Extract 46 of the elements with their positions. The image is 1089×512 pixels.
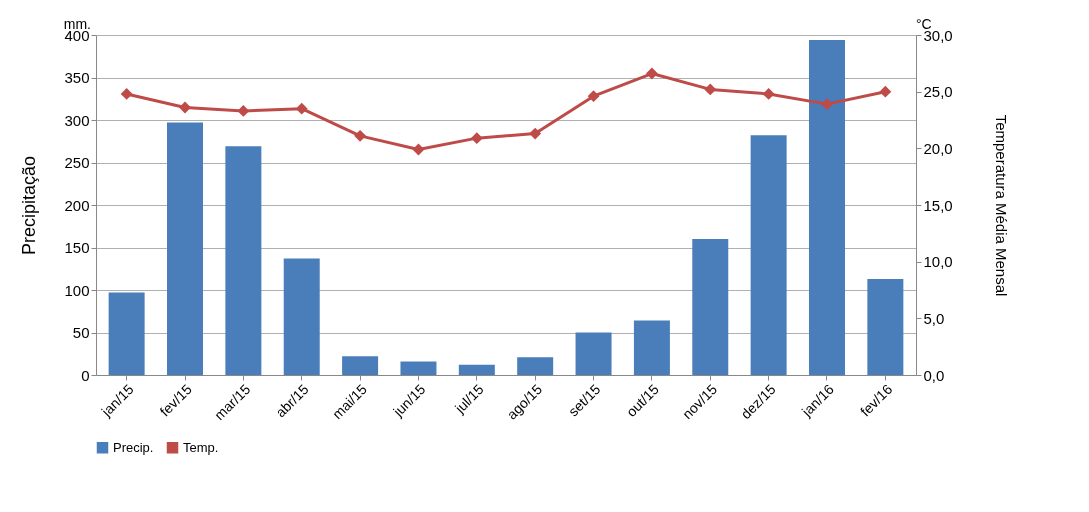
- legend-label: Precip.: [113, 439, 154, 455]
- y2-tick-label: 10,0: [923, 253, 953, 271]
- bar: [458, 364, 495, 375]
- y-tick-label: 250: [64, 154, 90, 171]
- y-tick-label: 100: [64, 281, 90, 299]
- y2-tick-label: 15,0: [923, 196, 953, 214]
- y-tick-label: 350: [64, 69, 90, 86]
- bar: [283, 258, 320, 375]
- bar: [809, 40, 845, 375]
- y-tick-label: 200: [64, 196, 90, 214]
- bar: [225, 146, 262, 375]
- point: [529, 127, 542, 140]
- y2-tick-label: 0,0: [923, 366, 945, 384]
- point: [879, 85, 892, 98]
- y-axis-title: Precipitação: [19, 155, 40, 256]
- bar: [575, 332, 612, 375]
- y-tick-label: 300: [64, 111, 90, 129]
- y2-tick-label: 20,0: [923, 139, 953, 157]
- point: [587, 90, 600, 103]
- point: [120, 88, 133, 100]
- bar: [750, 135, 787, 375]
- point: [470, 132, 483, 145]
- bar: [633, 320, 670, 375]
- point: [295, 102, 308, 115]
- y2-tick-label: 5,0: [923, 309, 945, 327]
- bar: [517, 357, 554, 375]
- bar: [167, 122, 203, 375]
- y-tick-label: 50: [72, 324, 90, 341]
- bar: [400, 361, 437, 375]
- point: [179, 101, 191, 114]
- point: [821, 98, 833, 111]
- text: mm.: [63, 16, 91, 32]
- y2-tick-label: 25,0: [923, 83, 953, 101]
- bar: [108, 292, 145, 375]
- text: °C: [916, 16, 932, 32]
- y-tick-label: 150: [64, 239, 90, 256]
- point: [645, 67, 658, 80]
- y2-axis-title: Temperatura Média Mensal: [992, 114, 1010, 297]
- y-tick-label: 0: [81, 366, 90, 384]
- point: [354, 129, 367, 142]
- bar: [867, 278, 904, 375]
- legend-label: Temp.: [183, 439, 219, 455]
- bar: [692, 239, 729, 375]
- point: [704, 83, 717, 96]
- bar: [342, 356, 379, 375]
- point: [412, 143, 425, 156]
